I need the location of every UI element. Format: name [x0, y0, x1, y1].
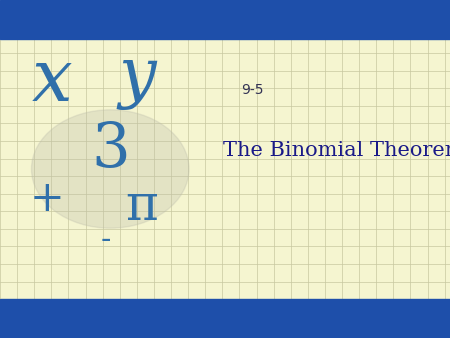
Text: x: x: [32, 46, 72, 116]
Text: -: -: [100, 224, 111, 256]
Text: +: +: [30, 178, 65, 220]
Text: The Binomial Theorem: The Binomial Theorem: [223, 141, 450, 160]
Text: 3: 3: [91, 119, 130, 179]
Circle shape: [32, 110, 189, 228]
Bar: [0, 0, 450, 39]
Text: y: y: [118, 45, 156, 111]
Text: 9-5: 9-5: [241, 82, 263, 97]
Text: π: π: [126, 182, 158, 231]
Bar: [0, 299, 450, 338]
